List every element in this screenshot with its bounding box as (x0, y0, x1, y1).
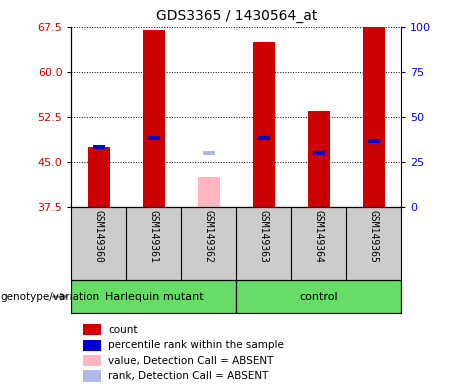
Text: genotype/variation: genotype/variation (0, 291, 99, 302)
Bar (83, 324, 101, 336)
Text: percentile rank within the sample: percentile rank within the sample (108, 340, 284, 350)
Bar (313, 151, 325, 155)
Bar (83, 371, 101, 382)
Bar (367, 139, 380, 143)
Text: count: count (108, 325, 138, 335)
Bar (148, 136, 160, 140)
Bar (307, 111, 330, 207)
Bar (83, 340, 101, 351)
Bar (71, 280, 236, 313)
Bar (83, 355, 101, 366)
Text: GSM149361: GSM149361 (149, 210, 159, 262)
Text: GSM149364: GSM149364 (313, 210, 324, 262)
Text: rank, Detection Call = ABSENT: rank, Detection Call = ABSENT (108, 371, 269, 381)
Text: control: control (299, 291, 338, 302)
Bar (203, 151, 215, 155)
Text: GSM149362: GSM149362 (204, 210, 214, 262)
Text: GSM149365: GSM149365 (369, 210, 378, 262)
Text: value, Detection Call = ABSENT: value, Detection Call = ABSENT (108, 356, 274, 366)
Bar (93, 146, 105, 149)
Bar (88, 147, 110, 207)
Bar (253, 42, 275, 207)
Bar (258, 136, 270, 140)
Title: GDS3365 / 1430564_at: GDS3365 / 1430564_at (155, 9, 317, 23)
Bar (143, 30, 165, 207)
Bar (363, 27, 384, 207)
Text: Harlequin mutant: Harlequin mutant (105, 291, 203, 302)
Text: GSM149363: GSM149363 (259, 210, 269, 262)
Text: GSM149360: GSM149360 (94, 210, 104, 262)
Bar (198, 177, 220, 207)
Bar (236, 280, 401, 313)
